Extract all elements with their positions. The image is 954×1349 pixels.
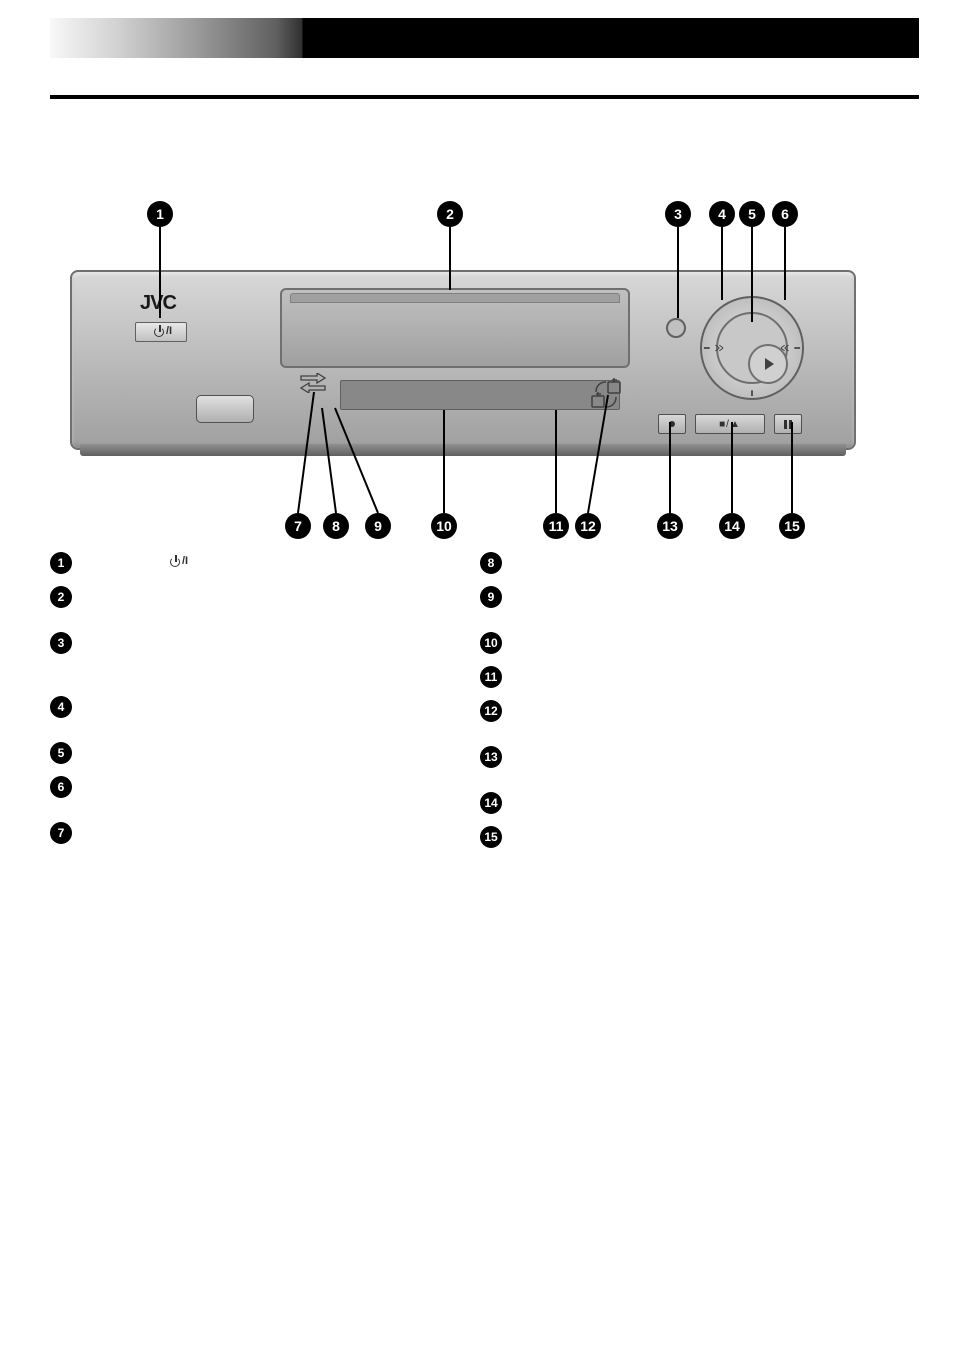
callout-3: 3 [665,201,691,227]
legend-number-4: 4 [50,696,72,718]
legend-number-1: 1 [50,552,72,574]
callout-7: 7 [285,513,311,539]
header-gradient-bar [50,18,919,58]
legend-column-right: 8 9 10 11 12 13 14 15 [480,552,900,860]
round-button-a[interactable] [666,318,686,338]
legend-item-1: 1/I [50,552,470,576]
callout-8: 8 [323,513,349,539]
brand-logo: JVC [140,292,176,315]
legend-number-3: 3 [50,632,72,654]
stop-eject-icon: ■/▲ [719,419,741,430]
legend-item-3: 3 [50,632,470,686]
stop-eject-button[interactable]: ■/▲ [695,414,765,434]
callout-4: 4 [709,201,735,227]
callout-13: 13 [657,513,683,539]
legend-number-15: 15 [480,826,502,848]
legend-item-12: 12 [480,700,900,736]
callout-5: 5 [739,201,765,227]
legend-item-10: 10 [480,632,900,656]
callout-2: 2 [437,201,463,227]
power-icon: /I [154,325,168,339]
legend-item-4: 4 [50,696,470,732]
legend-number-8: 8 [480,552,502,574]
legend-number-2: 2 [50,586,72,608]
legend-item-6: 6 [50,776,470,812]
legend-item-2: 2 [50,586,470,622]
legend-column-left: 1/I 2 3 4 5 6 7 [50,552,470,868]
legend-number-5: 5 [50,742,72,764]
legend-number-12: 12 [480,700,502,722]
power-icon: /I [170,555,184,569]
pause-button[interactable] [774,414,802,434]
legend-item-8: 8 [480,552,900,576]
legend-item-13: 13 [480,746,900,782]
legend-item-14: 14 [480,792,900,816]
legend-item-11: 11 [480,666,900,690]
legend-number-11: 11 [480,666,502,688]
callout-9: 9 [365,513,391,539]
legend-number-13: 13 [480,746,502,768]
callout-10: 10 [431,513,457,539]
legend-number-14: 14 [480,792,502,814]
callout-1: 1 [147,201,173,227]
power-button[interactable]: /I [135,322,187,342]
front-rect-button[interactable] [196,395,254,423]
legend-number-6: 6 [50,776,72,798]
callout-6: 6 [772,201,798,227]
legend-number-7: 7 [50,822,72,844]
cassette-slot-lip [290,293,620,303]
record-button[interactable] [658,414,686,434]
legend-item-7: 7 [50,822,470,858]
legend-item-9: 9 [480,586,900,622]
callout-15: 15 [779,513,805,539]
header-divider [50,95,919,99]
cassette-slot[interactable] [280,288,630,368]
legend-number-9: 9 [480,586,502,608]
legend-item-15: 15 [480,826,900,850]
callout-14: 14 [719,513,745,539]
direction-arrows-icon [299,373,329,393]
callout-12: 12 [575,513,601,539]
legend-number-10: 10 [480,632,502,654]
callout-11: 11 [543,513,569,539]
display-panel [340,380,620,410]
legend-item-5: 5 [50,742,470,766]
